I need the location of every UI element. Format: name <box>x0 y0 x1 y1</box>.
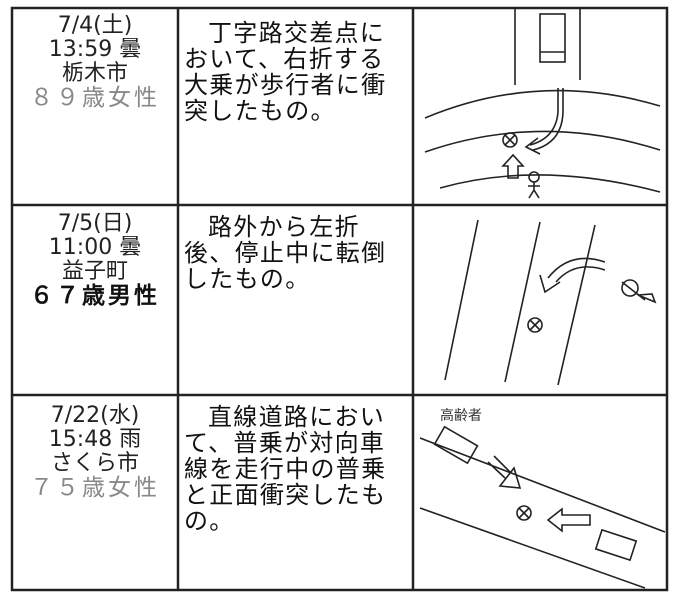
victim: ６７歳男性 <box>30 283 160 309</box>
diagram-3: 高齢者 <box>419 407 666 589</box>
date: 7/4(土) <box>57 13 133 38</box>
time-weather: 13:59 曇 <box>48 37 142 62</box>
victim: ７５歳女性 <box>30 475 160 501</box>
incident-info: 7/22(水) 15:48 雨 さくら市 ７５歳女性 <box>12 403 178 501</box>
description: 直線道路において、普乗が対向車線を走行中の普乗と正面衝突したもの。 <box>184 403 387 535</box>
place: さくら市 <box>50 451 139 476</box>
place: 栃木市 <box>61 61 128 86</box>
time-weather: 15:48 雨 <box>48 427 142 452</box>
incident-info: 7/4(土) 13:59 曇 栃木市 ８９歳女性 <box>12 13 178 111</box>
diagram-1 <box>424 8 661 199</box>
victim: ８９歳女性 <box>30 85 160 111</box>
time-weather: 11:00 曇 <box>48 235 142 260</box>
incident-info: 7/5(日) 11:00 曇 益子町 ６７歳男性 <box>12 211 178 309</box>
description: 路外から左折後、停止中に転倒したもの。 <box>184 213 387 293</box>
description: 丁字路交差点において、右折する大乗が歩行者に衝突したもの。 <box>184 19 387 125</box>
place: 益子町 <box>61 259 128 284</box>
date: 7/5(日) <box>57 211 133 236</box>
diagram-label: 高齢者 <box>440 407 482 424</box>
date: 7/22(水) <box>50 403 140 428</box>
table-border <box>10 6 669 592</box>
diagram-2 <box>444 219 657 386</box>
